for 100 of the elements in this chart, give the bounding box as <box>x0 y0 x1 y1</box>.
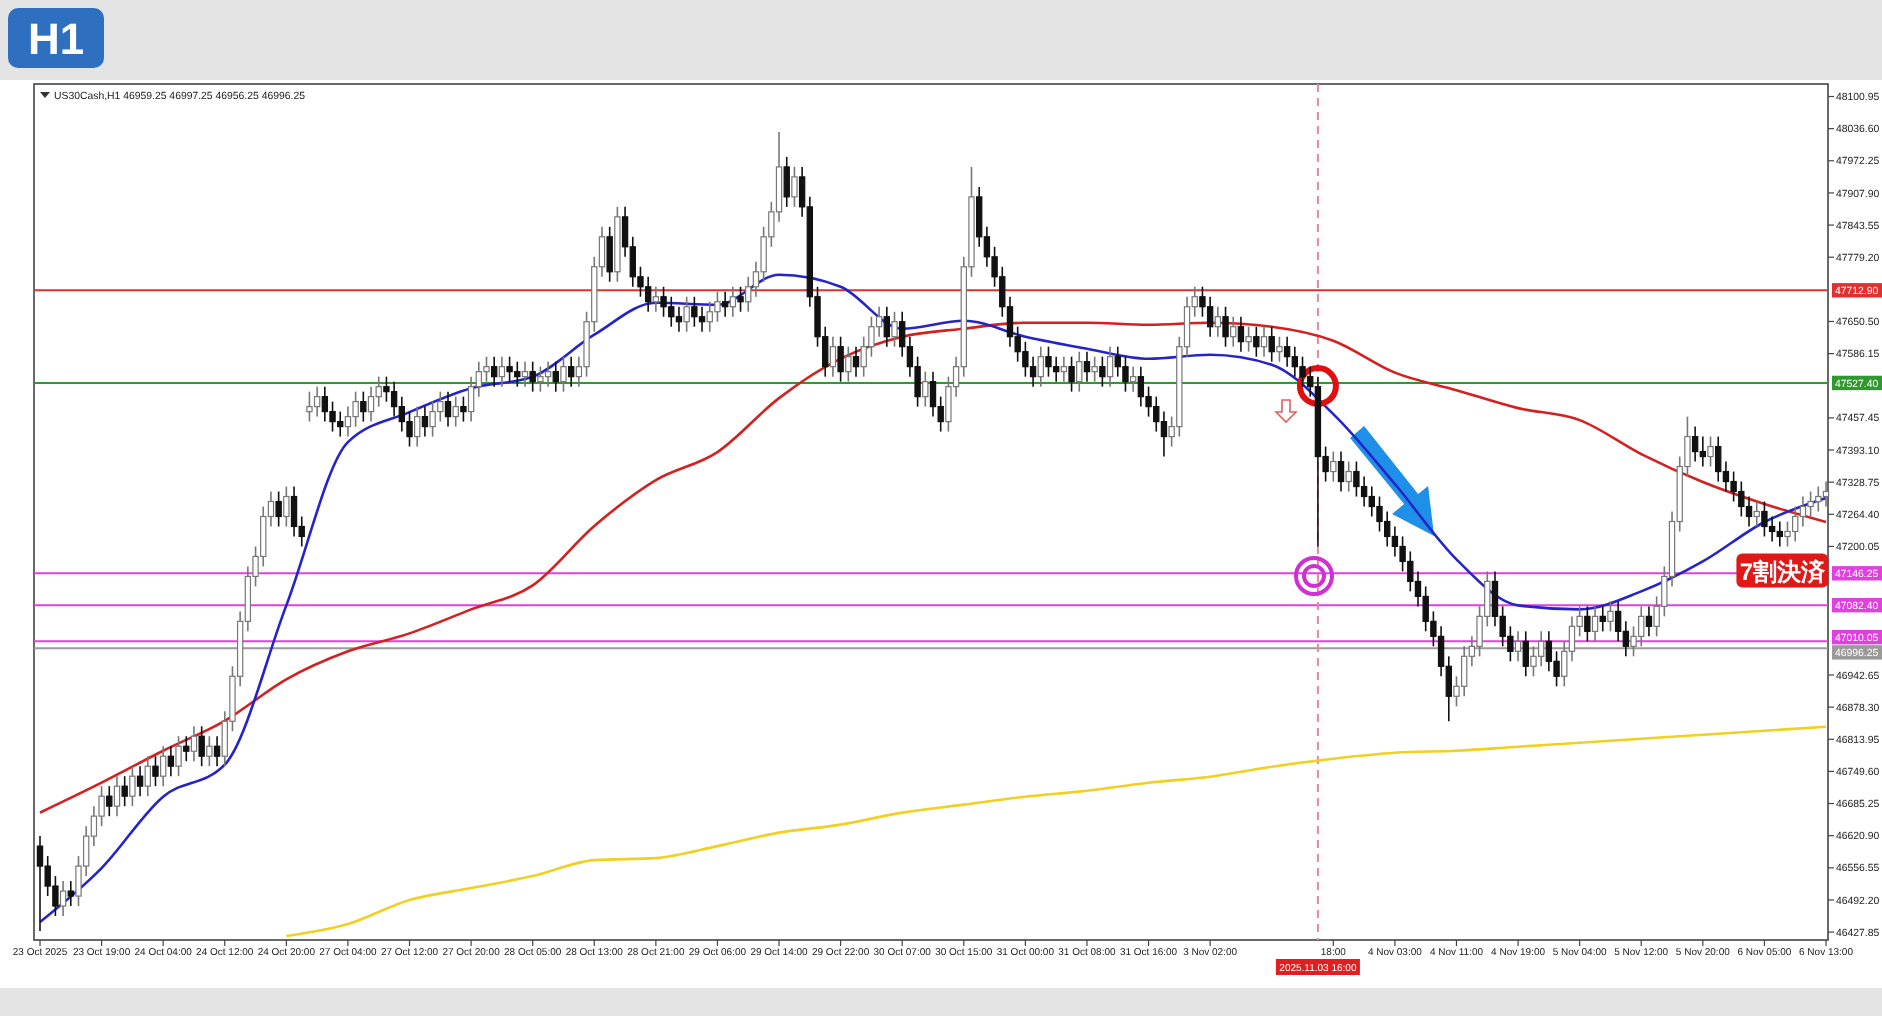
candlestick <box>698 305 706 333</box>
candlestick <box>706 300 713 333</box>
candlestick <box>1206 295 1214 338</box>
candlestick <box>1514 630 1522 663</box>
candlestick <box>1045 345 1052 378</box>
candlestick <box>783 156 790 208</box>
candlestick <box>398 395 406 433</box>
candlestick <box>1384 510 1391 548</box>
candlestick <box>159 745 167 787</box>
candlestick <box>283 485 290 528</box>
candlestick <box>1699 435 1707 468</box>
candlestick <box>1753 500 1760 528</box>
candlestick <box>367 385 375 423</box>
candlestick <box>1591 605 1599 643</box>
candlestick <box>891 310 898 348</box>
candlestick <box>1060 355 1068 383</box>
candlestick <box>1122 355 1129 393</box>
candlestick <box>1799 495 1807 528</box>
candlestick <box>1237 315 1245 353</box>
candlestick <box>183 735 190 763</box>
candlestick <box>521 360 529 388</box>
candlestick <box>444 390 452 428</box>
candlestick <box>1368 485 1375 518</box>
candlestick <box>1099 355 1106 388</box>
candlestick <box>1584 605 1591 643</box>
candlestick <box>845 345 852 383</box>
candlestick <box>1768 515 1776 543</box>
candlestick <box>929 370 937 418</box>
candlestick <box>1214 305 1222 338</box>
candlestick <box>1761 500 1768 538</box>
candlestick <box>1730 470 1737 503</box>
candlestick <box>506 355 513 383</box>
candlestick <box>67 880 74 907</box>
line-series <box>38 273 1828 924</box>
candlestick <box>1792 505 1799 543</box>
candlestick <box>136 765 144 797</box>
candlestick <box>360 390 367 423</box>
candlestick <box>1137 365 1145 408</box>
candlestick <box>837 335 844 383</box>
candlestick <box>544 360 552 388</box>
candlestick <box>414 405 421 448</box>
annotation: 7割決済 <box>1739 558 1828 587</box>
candlestick <box>1537 630 1545 668</box>
candlestick <box>1738 480 1745 518</box>
candlestick <box>1083 350 1091 383</box>
candlestick <box>1291 345 1299 378</box>
candlestick <box>498 355 506 388</box>
candlestick <box>1607 600 1614 633</box>
candlestick <box>529 360 536 393</box>
candlestick <box>1068 355 1075 393</box>
candlestick <box>1029 355 1037 388</box>
candlestick <box>1391 525 1399 558</box>
line-series <box>285 725 1828 938</box>
candlestick <box>1807 490 1814 518</box>
candlestick <box>652 285 660 313</box>
candlestick <box>36 835 44 932</box>
candlestick <box>567 355 575 388</box>
candlestick <box>675 305 683 333</box>
candlestick <box>337 410 344 438</box>
candlestick <box>1037 345 1044 388</box>
candlestick <box>429 400 436 438</box>
candlestick <box>1114 345 1121 378</box>
candlestick <box>1253 325 1260 358</box>
candlestick <box>1330 450 1337 483</box>
candlestick <box>1745 495 1753 528</box>
candlestick <box>1129 365 1137 393</box>
candlestick <box>491 355 498 388</box>
candlestick <box>113 775 121 817</box>
candlestick <box>1222 305 1229 348</box>
candlestick <box>144 755 151 797</box>
candlestick <box>1283 335 1291 368</box>
candlestick <box>745 275 752 313</box>
candlestick <box>129 765 136 807</box>
candlestick <box>59 880 67 917</box>
candlestick <box>1337 450 1345 493</box>
candlestick <box>1091 355 1098 383</box>
candlestick <box>1822 480 1830 508</box>
candlestick <box>1545 630 1553 673</box>
candlestick <box>1276 335 1283 363</box>
candlestick <box>460 395 467 423</box>
candlestick <box>560 355 567 393</box>
candlestick <box>321 385 329 423</box>
candlestick <box>275 490 282 528</box>
candlestick <box>737 285 744 313</box>
candlestick <box>390 380 398 418</box>
candlestick <box>313 385 321 418</box>
candlestick <box>1707 435 1714 468</box>
candlestick <box>152 755 159 787</box>
candlestick <box>1460 645 1468 698</box>
candlestick <box>1268 325 1275 363</box>
candlestick <box>1815 485 1822 513</box>
candlestick <box>1599 605 1606 633</box>
candlestick <box>606 226 613 283</box>
candlestick <box>729 285 737 318</box>
candlestick <box>1638 605 1645 648</box>
candlestick <box>1645 605 1653 638</box>
candlestick <box>1776 520 1784 548</box>
candlestick <box>514 360 521 388</box>
candlestick <box>852 345 860 378</box>
candlestick <box>198 725 205 767</box>
